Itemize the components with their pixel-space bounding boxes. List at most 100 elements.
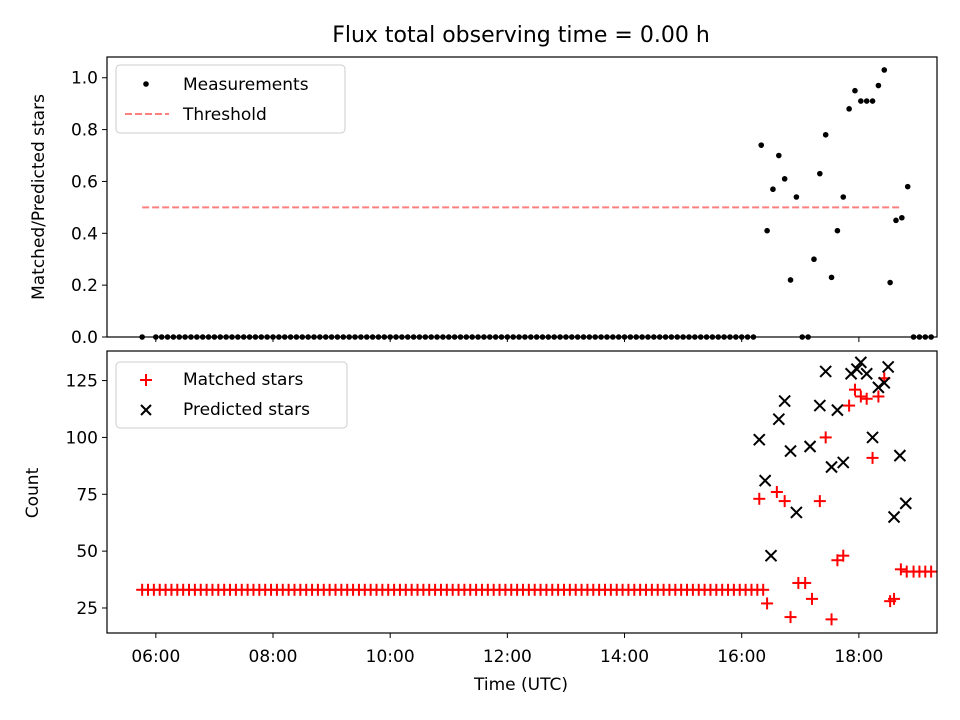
bottom-legend: Matched stars Predicted stars: [115, 361, 348, 429]
matched-star-point: [799, 576, 812, 589]
measurement-point: [852, 87, 858, 94]
matched-star-point: [872, 390, 885, 403]
predicted-star-point: [825, 460, 838, 474]
measurement-point: [793, 194, 800, 200]
bottom-x-ticks: 06:00 08:00 10:00 12:00 14:00 16:00 18:00: [131, 633, 883, 667]
matched-star-point: [778, 495, 791, 508]
measurement-point: [899, 214, 905, 221]
measurement-point: [776, 152, 782, 159]
bottom-y-tick-label: 50: [76, 542, 98, 562]
predicted-star-point: [813, 399, 827, 412]
predicted-star-point: [899, 497, 912, 510]
x-tick-label: 06:00: [131, 647, 180, 667]
predicted-star-point: [860, 367, 873, 380]
top-y-tick-label: 0.8: [71, 121, 98, 141]
predicted-star-point: [881, 360, 895, 374]
bottom-y-tick-label: 100: [66, 428, 98, 448]
measurement-point: [881, 67, 888, 73]
measurement-point: [863, 98, 870, 104]
top-y-tick-label: 0.4: [71, 224, 98, 244]
matched-star-point: [888, 592, 901, 605]
bottom-axes-frame: [106, 350, 938, 634]
matched-star-point: [925, 565, 938, 578]
bottom-y-tick-label: 25: [76, 599, 98, 619]
predicted-star-point: [866, 431, 879, 444]
x-tick-label: 08:00: [249, 647, 298, 667]
matched-star-point: [761, 597, 774, 610]
measurement-point: [887, 279, 893, 286]
predicted-star-point: [878, 376, 891, 390]
predicted-star-point: [764, 549, 778, 562]
matched-star-point: [825, 613, 838, 626]
measurement-point: [822, 131, 829, 138]
measurement-point: [817, 170, 823, 177]
measurement-point: [846, 106, 852, 112]
bottom-y-tick-label: 75: [76, 485, 98, 505]
x-tick-label: 12:00: [483, 647, 532, 667]
top-x-ticks: [155, 337, 860, 342]
x-tick-label: 10:00: [366, 647, 415, 667]
matched-star-point: [848, 383, 861, 396]
top-y-ticks: 0.0 0.2 0.4 0.6 0.8 1.0: [71, 69, 107, 348]
top-y-axis-label: Matched/Predicted stars: [29, 94, 49, 300]
predicted-star-point: [758, 474, 772, 487]
matched-star-point: [894, 563, 907, 576]
measurement-point: [893, 217, 899, 224]
legend-measurements-label: Measurements: [183, 75, 309, 95]
predicted-star-point: [772, 413, 786, 426]
matched-star-point: [837, 549, 850, 562]
measurement-point: [828, 274, 835, 281]
matched-star-point: [784, 611, 797, 624]
measurement-point: [904, 183, 911, 190]
matched-star-point: [813, 495, 826, 508]
measurement-point: [758, 142, 765, 148]
measurement-point: [875, 82, 882, 89]
top-legend-box: [115, 64, 346, 134]
predicted-star-point: [893, 449, 907, 462]
predicted-star-point: [854, 356, 868, 369]
legend-threshold-label: Threshold: [182, 105, 267, 125]
top-y-tick-label: 0.2: [71, 276, 98, 296]
measurement-point: [781, 176, 788, 182]
predicted-star-point: [850, 362, 864, 376]
predicted-star-point: [753, 433, 766, 446]
x-tick-label: 18:00: [834, 647, 883, 667]
matched-star-point: [860, 392, 873, 405]
predicted-star-point: [778, 394, 791, 408]
matched-star-point: [819, 431, 832, 444]
bottom-panel: 25 50 75 100 125 06:00 08:00 10:00 12:00 14:00 16…: [23, 350, 938, 695]
top-y-tick-label: 1.0: [71, 69, 98, 89]
top-legend: Measurements Threshold: [115, 64, 346, 134]
x-tick-label: 14:00: [600, 647, 649, 667]
matched-star-point: [770, 486, 783, 498]
x-tick-label: 16:00: [717, 647, 766, 667]
legend-matched-marker: [140, 374, 152, 386]
predicted-star-point: [803, 440, 817, 453]
measurement-point: [770, 186, 776, 193]
x-axis-label: Time (UTC): [473, 675, 568, 695]
measurement-point: [834, 227, 841, 234]
matched-star-point: [757, 583, 770, 596]
bottom-legend-box: [115, 361, 348, 429]
top-axes-frame: [106, 56, 938, 338]
predicted-star-point: [790, 506, 803, 519]
measurement-point: [840, 194, 847, 200]
measurement-point: [811, 256, 817, 263]
bottom-y-ticks: 25 50 75 100 125: [66, 372, 107, 619]
legend-predicted-label: Predicted stars: [183, 400, 310, 420]
predicted-star-point: [784, 444, 797, 458]
top-panel: 0.0 0.2 0.4 0.6 0.8 1.0 Matched/Predicted sta…: [29, 56, 938, 348]
legend-measurements-marker: [143, 81, 149, 87]
predicted-star-point: [887, 510, 901, 524]
measurement-point: [764, 227, 770, 234]
legend-predicted-marker: [140, 404, 152, 416]
bottom-plot-data: [136, 356, 938, 626]
matched-star-point: [854, 390, 867, 403]
measurement-point: [869, 98, 876, 104]
bottom-y-axis-label: Count: [23, 467, 43, 518]
top-y-tick-label: 0.0: [71, 328, 98, 348]
top-y-tick-label: 0.6: [71, 172, 98, 192]
matched-star-point: [843, 399, 856, 412]
measurement-point: [858, 98, 864, 104]
